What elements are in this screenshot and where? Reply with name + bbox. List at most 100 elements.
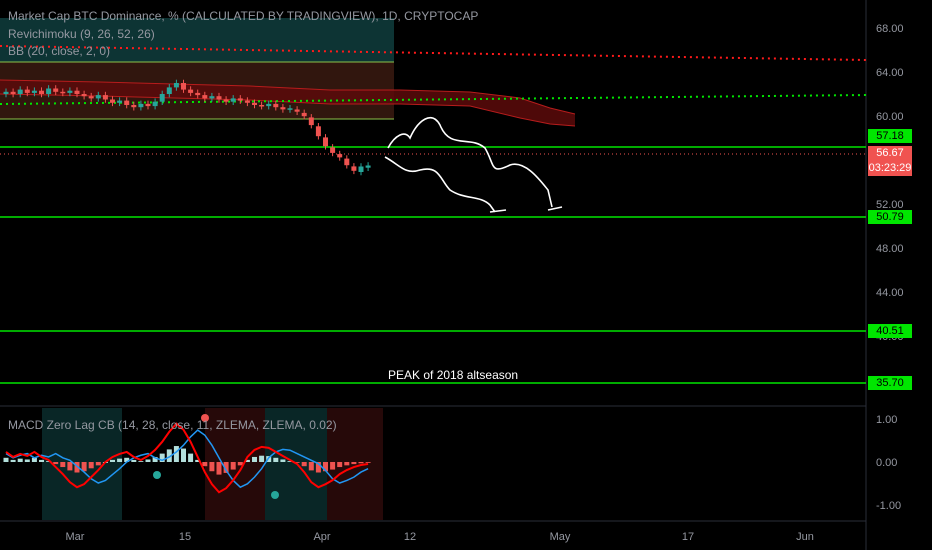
macd-histogram-bar [46, 461, 52, 462]
candle-body [308, 117, 314, 126]
candle-body [95, 95, 101, 99]
candle-body [102, 95, 108, 100]
candle-body [287, 108, 293, 110]
chart-title: Market Cap BTC Dominance, % (CALCULATED … [8, 9, 479, 23]
candle-body [74, 90, 80, 94]
macd-histogram-bar [159, 453, 165, 462]
candle-body [67, 90, 73, 93]
macd-histogram-bar [188, 453, 194, 462]
candle-body [188, 89, 194, 93]
y-tick-label: 44.00 [876, 287, 904, 299]
candle-body [17, 89, 23, 94]
macd-histogram-bar [280, 459, 286, 462]
ichimoku-span-b [0, 93, 576, 127]
projection-path-upper [387, 116, 563, 211]
macd-histogram-bar [195, 459, 201, 462]
current-price-value: 56.67 [876, 147, 904, 159]
candle-body [10, 91, 16, 94]
y-tick-label: 52.00 [876, 199, 904, 211]
macd-histogram-bar [81, 462, 87, 472]
candle-body [230, 98, 236, 102]
candle-body [337, 154, 343, 158]
macd-histogram-bar [287, 461, 293, 462]
macd-histogram-bar [138, 461, 144, 462]
macd-histogram-bar [53, 462, 59, 465]
candle-body [266, 103, 272, 107]
candle-body [323, 137, 328, 147]
candle-body [110, 99, 115, 103]
altseason-annotation: PEAK of 2018 altseason [388, 368, 519, 382]
candle-body [124, 100, 130, 105]
candle-body [273, 103, 279, 108]
macd-cross-dot [271, 491, 279, 499]
macd-histogram-bar [31, 457, 37, 462]
x-tick-label: 12 [404, 531, 416, 543]
macd-histogram-bar [301, 462, 307, 467]
macd-histogram-bar [344, 462, 350, 466]
y-tick-label: 48.00 [876, 243, 904, 255]
macd-tick-label: 0.00 [876, 457, 897, 469]
dotted-red-trendline [0, 45, 867, 61]
candle-body [216, 96, 222, 100]
level-tag-35: 35.70 [868, 376, 912, 390]
x-tick-label: May [550, 531, 571, 543]
macd-histogram-bar [145, 459, 151, 462]
macd-histogram-bar [259, 455, 265, 462]
candle-body [88, 96, 94, 99]
level-tag-57: 57.18 [868, 129, 912, 143]
candle-body [294, 109, 300, 112]
macd-histogram-bar [17, 458, 23, 462]
macd-histogram-bar [3, 457, 9, 462]
macd-histogram-bar [60, 462, 66, 468]
indicator-bb-label[interactable]: BB (20, close, 2, 0) [8, 44, 111, 58]
macd-histogram-bar [74, 462, 80, 473]
candle-body [259, 105, 265, 107]
candle-body [81, 94, 87, 97]
macd-histogram-bar [252, 456, 257, 462]
macd-histogram-bar [209, 462, 215, 472]
macd-cross-dot [201, 414, 209, 422]
current-price-tag: 56.67 03:23:29 [868, 146, 912, 176]
ichimoku-cloud [0, 80, 575, 126]
macd-histogram-bar [323, 462, 328, 472]
candle-body [60, 91, 66, 94]
macd-histogram-bar [88, 462, 94, 469]
candle-body [252, 102, 257, 105]
candle-body [39, 90, 44, 94]
candle-body [173, 83, 179, 88]
macd-histogram-bar [173, 446, 179, 462]
candle-body [181, 83, 186, 90]
macd-signal-line [5, 429, 369, 489]
candle-body [330, 147, 336, 153]
macd-cross-dot [153, 471, 161, 479]
macd-histogram-bar [131, 459, 137, 462]
macd-histogram-bar [216, 462, 222, 475]
macd-histogram-bar [117, 458, 123, 462]
indicator-macd-label[interactable]: MACD Zero Lag CB (14, 28, close, 11, ZLE… [8, 418, 337, 432]
candle-body [244, 100, 250, 103]
candle-body [195, 92, 201, 96]
macd-tick-label: 1.00 [876, 414, 897, 426]
macd-histogram-bar [358, 462, 364, 464]
y-tick-label: 60.00 [876, 111, 904, 123]
ichimoku-span-a [0, 79, 576, 115]
candle-body [358, 166, 364, 172]
indicator-ichimoku-label[interactable]: Revichimoku (9, 26, 52, 26) [8, 27, 155, 41]
macd-histogram-bar [124, 457, 130, 462]
macd-histogram-bar [166, 449, 172, 462]
y-tick-label: 68.00 [876, 23, 904, 35]
macd-histogram-bar [365, 462, 371, 463]
bb-band-upper [0, 18, 394, 62]
macd-histogram-bar [39, 459, 44, 462]
macd-histogram-bar [273, 457, 279, 462]
macd-histogram-bar [223, 462, 229, 473]
candle-body [24, 89, 30, 93]
dotted-green-trendline [0, 94, 867, 105]
candle-body [351, 166, 357, 171]
candle-body [145, 103, 151, 107]
level-tag-50: 50.79 [868, 210, 912, 224]
x-tick-label: 15 [179, 531, 191, 543]
candle-body [315, 126, 321, 137]
macd-histogram-bar [294, 462, 300, 463]
